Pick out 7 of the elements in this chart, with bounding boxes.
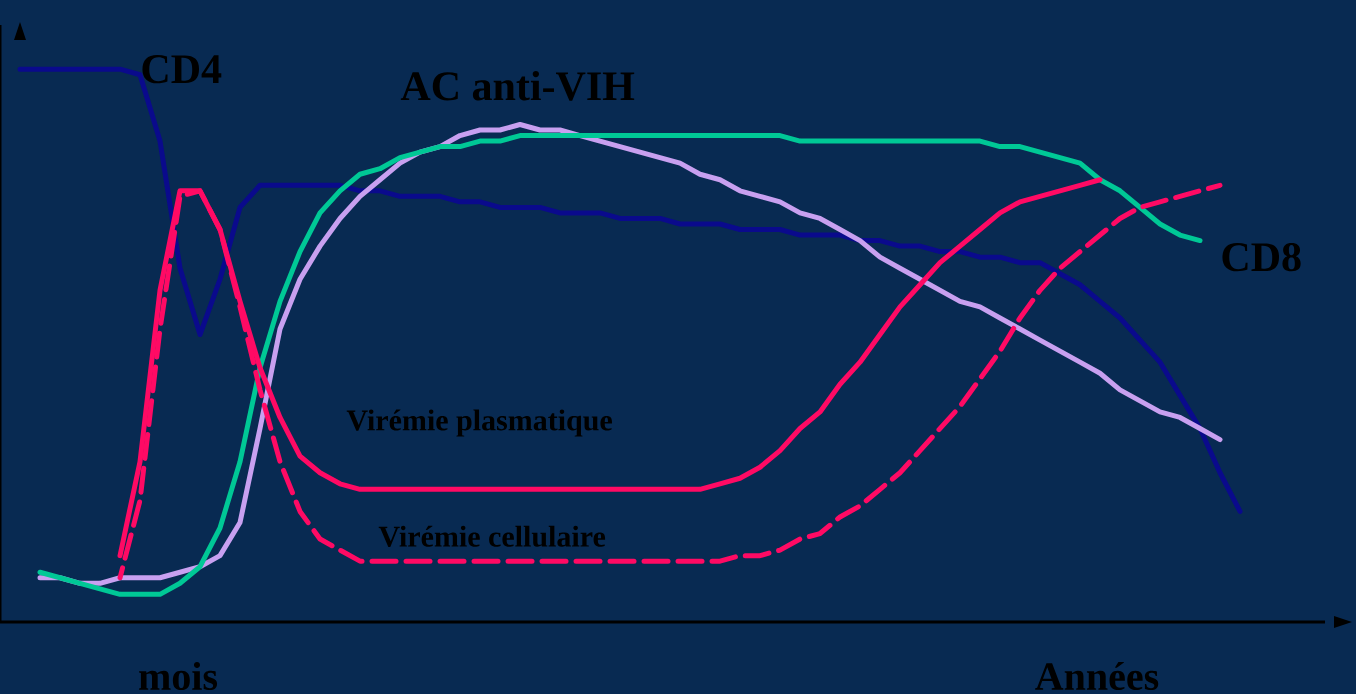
series-label: CD8 (1222, 242, 1301, 272)
series-label: AC anti-VIH (400, 70, 635, 101)
text: Années (1035, 661, 1159, 691)
series-label: Virémie plasmatique (346, 409, 612, 437)
series-label: CD4 (142, 55, 222, 84)
text: mois (139, 661, 218, 691)
series-label: Virémie cellulaire (378, 525, 606, 547)
